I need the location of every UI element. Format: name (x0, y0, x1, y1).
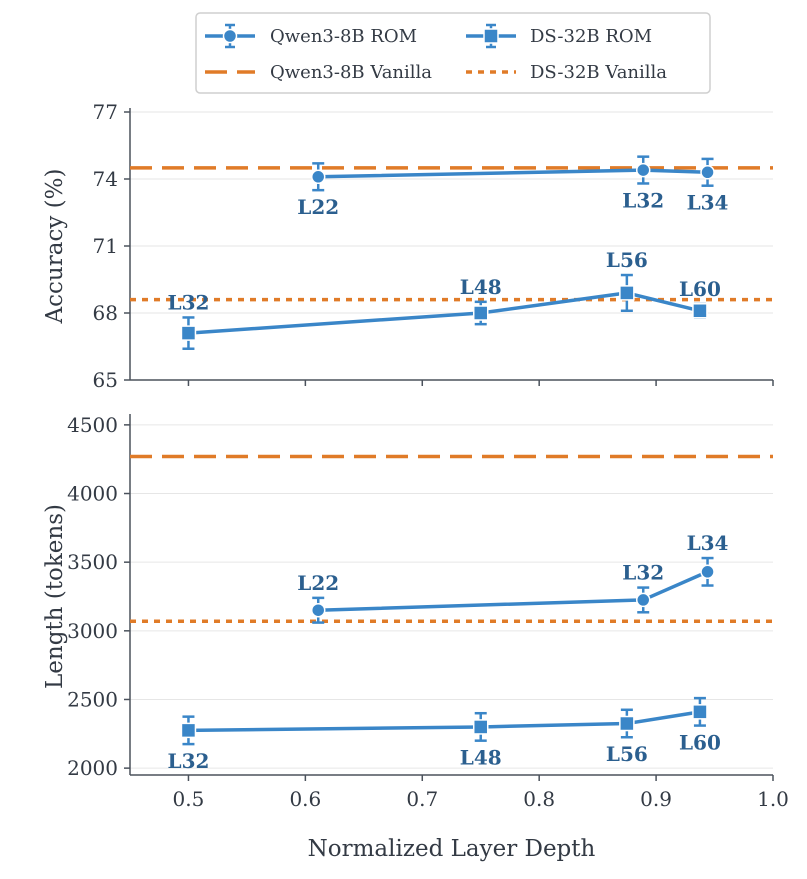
data-point (692, 303, 708, 319)
series-0: L22 L32 L34 (297, 531, 729, 624)
y-tick-label: 2500 (67, 687, 118, 711)
point-label: L60 (679, 277, 721, 301)
point-label: L60 (679, 731, 721, 755)
data-point (472, 719, 489, 735)
legend-entry-2: Qwen3-8B Vanilla (205, 62, 432, 83)
point-label: L48 (460, 275, 502, 299)
y-axis-title: Length (tokens) (42, 504, 68, 689)
legend: Qwen3-8B ROM DS-32B ROM Qwen3-8B Vanilla DS… (195, 12, 711, 94)
data-point (700, 564, 715, 580)
data-point (180, 722, 197, 739)
point-label: L48 (460, 746, 502, 770)
series-1: L32 L48 L56 L60 (168, 248, 721, 350)
legend-label: Qwen3-8B Vanilla (270, 62, 432, 83)
data-point (619, 285, 635, 301)
point-label: L22 (297, 571, 339, 595)
legend-label: Qwen3-8B ROM (270, 26, 417, 47)
data-point (692, 704, 708, 720)
point-label: L32 (622, 188, 664, 212)
point-label: L32 (168, 749, 210, 773)
y-tick-label: 68 (93, 301, 118, 325)
data-point (310, 602, 326, 618)
legend-marker (483, 28, 499, 44)
series-line (188, 710, 701, 733)
legend-entry-0: Qwen3-8B ROM (205, 23, 417, 49)
x-axis-title: Normalized Layer Depth (308, 836, 596, 862)
data-point (310, 169, 326, 185)
data-point (180, 325, 197, 341)
y-tick-label: 71 (93, 234, 118, 258)
point-label: L56 (606, 248, 648, 272)
point-label: L56 (606, 742, 648, 766)
data-point (635, 592, 651, 608)
y-tick-label: 65 (93, 368, 118, 392)
legend-label: DS-32B Vanilla (530, 62, 667, 83)
legend-entry-3: DS-32B Vanilla (466, 62, 667, 83)
y-tick-label: 3000 (67, 619, 118, 643)
point-label: L22 (297, 195, 339, 219)
x-tick-label: 0.8 (523, 787, 555, 811)
data-point (700, 165, 715, 180)
point-label: L32 (622, 561, 664, 585)
legend-marker (222, 28, 238, 44)
y-tick-label: 3500 (67, 550, 118, 574)
series-1: L32 L48 L56 L60 (168, 696, 721, 773)
series-line (188, 291, 701, 335)
data-point (635, 162, 651, 178)
y-tick-label: 4000 (67, 482, 118, 506)
data-point (472, 305, 489, 321)
legend-label: DS-32B ROM (530, 26, 652, 47)
legend-entry-1: DS-32B ROM (466, 23, 652, 49)
point-label: L32 (168, 290, 210, 314)
x-tick-label: 0.6 (289, 787, 321, 811)
point-label: L34 (687, 531, 729, 555)
data-point (619, 715, 635, 732)
legend-box (195, 12, 711, 94)
x-tick-label: 0.7 (406, 787, 438, 811)
point-label: L34 (687, 191, 729, 215)
x-tick-label: 1.0 (757, 787, 789, 811)
series-0: L22 L32 L34 (297, 155, 729, 219)
y-tick-label: 77 (93, 100, 118, 124)
y-axis-title: Accuracy (%) (42, 169, 68, 325)
panel-length: 2000 2500 3000 3500 4000 4500 0.5 0.6 0.7 0.8 0.9 1… (42, 413, 789, 811)
x-tick-label: 0.9 (640, 787, 672, 811)
y-tick-label: 74 (93, 167, 118, 191)
x-tick-label: 0.5 (173, 787, 205, 811)
y-tick-label: 4500 (67, 413, 118, 437)
y-tick-label: 2000 (67, 756, 118, 780)
panel-accuracy: 65 68 71 74 77 Accuracy (%) L22 L32 L34 L32 L48 L56… (42, 100, 774, 392)
